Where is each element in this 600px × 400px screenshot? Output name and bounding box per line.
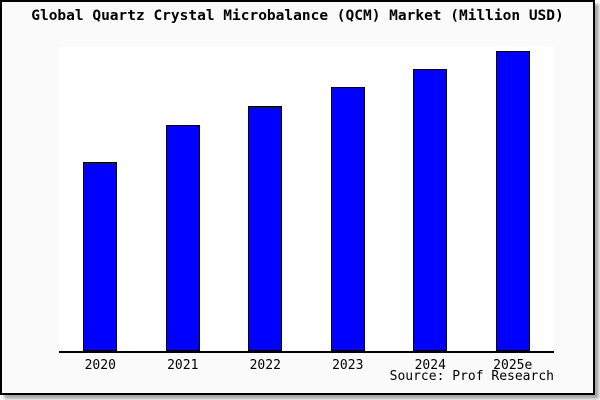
bar-2022 [248,105,283,351]
x-tick-label-2025e: 2025e [493,358,533,373]
bar-2020 [83,162,118,351]
x-tick-label-2024: 2024 [414,358,446,373]
x-tick-label-2020: 2020 [84,358,116,373]
chart-canvas: Global Quartz Crystal Microbalance (QCM)… [0,0,595,395]
plot-area [59,47,554,353]
bar-2024 [413,69,448,351]
x-tick-label-2022: 2022 [249,358,281,373]
x-tick-label-2021: 2021 [167,358,199,373]
bar-2025e [495,51,530,351]
x-tick-label-2023: 2023 [332,358,364,373]
bar-2021 [165,125,200,351]
source-credit: Source: Prof Research [389,369,554,384]
bar-2023 [330,87,365,351]
chart-title: Global Quartz Crystal Microbalance (QCM)… [31,8,564,24]
x-axis-labels: 2020 2021 2022 2023 2024 2025e [2,358,593,374]
